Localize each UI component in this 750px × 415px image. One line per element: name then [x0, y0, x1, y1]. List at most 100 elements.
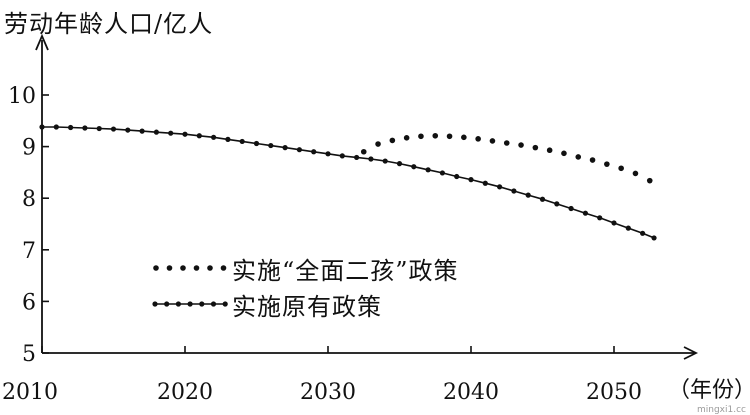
series-original-line	[42, 126, 655, 239]
series-layer	[39, 124, 657, 241]
series-two-child-point	[360, 148, 367, 155]
y-tick-label: 10	[8, 84, 36, 109]
series-original-point	[539, 196, 546, 202]
series-two-child-point	[403, 135, 410, 141]
legend-swatch-dot	[199, 301, 205, 307]
legend-swatch-dot	[164, 301, 170, 307]
legend-swatch-dot	[166, 265, 173, 271]
series-original-point	[439, 170, 445, 176]
series-original-point	[211, 134, 217, 140]
series-original-point	[411, 164, 417, 170]
series-original-point	[153, 129, 159, 135]
y-axis-label: 劳动年龄人口/亿人	[4, 10, 214, 38]
series-original-point	[239, 138, 245, 145]
series-original-point	[139, 128, 145, 134]
series-original-point	[597, 215, 603, 221]
series-two-child-point	[532, 144, 539, 151]
ticks: 5 6 7 8 9 10 2010 2020 2030 2040 2050	[2, 84, 642, 405]
series-two-child-point	[618, 165, 624, 172]
series-two-child-point	[646, 177, 653, 184]
series-original-point	[382, 158, 388, 164]
series-original-point	[482, 180, 488, 186]
series-two-child-point	[418, 133, 424, 140]
series-two-child-point	[604, 161, 610, 167]
legend-swatch-dot	[187, 301, 193, 307]
series-two-child-point	[589, 157, 596, 163]
legend: 实施“全面二孩”政策 实施原有政策	[152, 250, 459, 322]
series-two-child-point	[446, 133, 453, 140]
series-two-child-point	[461, 134, 467, 141]
series-original-point	[396, 161, 403, 167]
series-original-point	[425, 167, 431, 173]
series-two-child-point	[561, 150, 567, 157]
series-two-child-point	[632, 170, 639, 177]
series-original-point	[368, 156, 374, 162]
legend-swatch-dotted	[153, 265, 227, 271]
series-original-point	[68, 124, 74, 131]
series-two-child-point	[518, 142, 524, 148]
y-tick-label: 8	[22, 187, 36, 212]
x-tick-label: 2040	[443, 380, 499, 405]
series-original-point	[311, 149, 317, 155]
series-original-point	[468, 177, 474, 183]
legend-swatch-dot	[175, 301, 181, 307]
legend-label-original: 实施原有政策	[232, 292, 382, 321]
series-original-point	[196, 133, 202, 139]
series-original-point	[225, 136, 231, 142]
series-original-point	[568, 205, 574, 212]
series-original-point	[611, 220, 617, 226]
legend-item-two-child: 实施“全面二孩”政策	[152, 250, 459, 286]
series-original-point	[110, 126, 117, 132]
series-original-point	[625, 225, 631, 231]
series-two-child-point	[432, 132, 439, 139]
y-tick-label: 5	[22, 342, 36, 367]
series-original-point	[268, 142, 274, 149]
y-axis-arrow	[35, 33, 49, 51]
legend-swatch-solid-dotted	[152, 301, 228, 307]
legend-swatch-dot	[193, 265, 200, 271]
x-tick-label: 2020	[157, 380, 213, 405]
series-two-child-point	[575, 154, 582, 160]
y-tick-label: 9	[22, 136, 36, 161]
series-original-point	[511, 188, 517, 194]
series-original-point	[454, 173, 460, 180]
x-tick-label: 2030	[300, 380, 356, 405]
series-original-point	[296, 147, 302, 153]
watermark: mingxi1.cc	[697, 405, 746, 415]
legend-label-two-child: 实施“全面二孩”政策	[232, 256, 459, 285]
legend-swatch-dot	[210, 301, 217, 307]
x-axis-arrow	[683, 346, 699, 360]
series-two-child-point	[475, 136, 481, 142]
series-original-point	[651, 235, 657, 241]
series-original-point	[53, 124, 59, 130]
x-axis-label: （年份）	[668, 378, 750, 403]
series-original-point	[39, 124, 45, 130]
series-original-point	[96, 125, 102, 132]
y-tick-label: 7	[22, 239, 36, 264]
series-original-point	[282, 145, 288, 151]
series-original-point	[182, 131, 188, 137]
series-original-point	[125, 127, 131, 133]
series-two-child-point	[489, 138, 496, 144]
series-two-child-point	[503, 140, 510, 146]
legend-swatch-dot	[180, 265, 186, 271]
series-original-point	[253, 140, 260, 147]
series-original-point	[640, 230, 646, 236]
series-original-point	[168, 130, 174, 136]
series-two-child-point	[389, 137, 396, 144]
x-tick-label: 2050	[586, 380, 642, 405]
series-original-point	[82, 125, 88, 131]
x-tick-label: 2010	[2, 380, 58, 405]
series-original-point	[525, 192, 531, 198]
series-original-point	[354, 154, 360, 161]
legend-swatch-dot	[152, 301, 158, 307]
legend-swatch-dot	[220, 265, 227, 271]
series-original-point	[497, 184, 503, 190]
legend-item-original: 实施原有政策	[152, 286, 459, 322]
series-two-child-point	[546, 147, 553, 154]
legend-swatch-dot	[153, 265, 159, 271]
series-original-point	[339, 153, 345, 159]
series-original-point	[582, 210, 589, 216]
series-original-point	[325, 151, 331, 157]
